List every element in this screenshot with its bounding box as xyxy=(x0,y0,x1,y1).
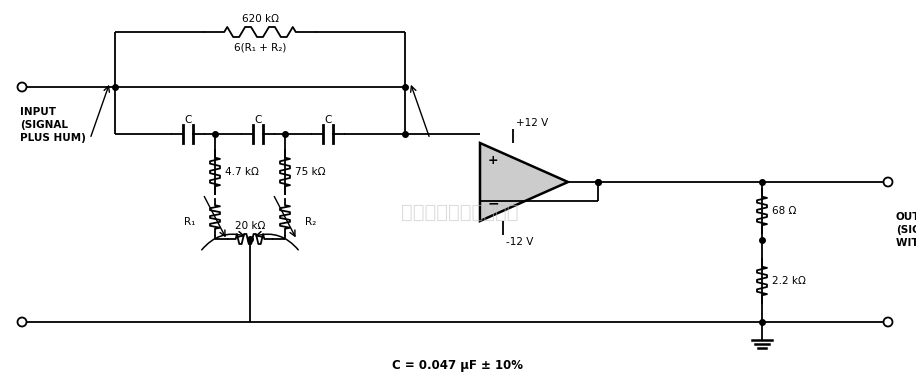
Text: C: C xyxy=(184,115,191,125)
Text: 75 kΩ: 75 kΩ xyxy=(295,167,325,177)
Text: 620 kΩ: 620 kΩ xyxy=(242,14,278,24)
Text: 20 kΩ: 20 kΩ xyxy=(234,221,266,231)
Text: OUTPUT
(SIGNAL
WITHOUT HUM): OUTPUT (SIGNAL WITHOUT HUM) xyxy=(896,212,916,248)
Text: 4.7 kΩ: 4.7 kΩ xyxy=(225,167,259,177)
Text: 68 Ω: 68 Ω xyxy=(772,206,796,216)
Text: +: + xyxy=(487,154,498,167)
Text: C: C xyxy=(255,115,262,125)
Text: −: − xyxy=(487,196,499,210)
Text: INPUT
(SIGNAL
PLUS HUM): INPUT (SIGNAL PLUS HUM) xyxy=(20,107,86,143)
Text: C = 0.047 μF ± 10%: C = 0.047 μF ± 10% xyxy=(392,359,524,372)
Text: -12 V: -12 V xyxy=(506,237,533,247)
Text: R₂: R₂ xyxy=(305,217,316,227)
Text: 6(R₁ + R₂): 6(R₁ + R₂) xyxy=(234,42,286,52)
Text: C: C xyxy=(324,115,332,125)
Text: +12 V: +12 V xyxy=(516,118,549,128)
Polygon shape xyxy=(480,143,568,221)
Text: R₁: R₁ xyxy=(183,217,195,227)
Text: 杭州将睷科技有限公司: 杭州将睷科技有限公司 xyxy=(401,202,518,222)
Text: 2.2 kΩ: 2.2 kΩ xyxy=(772,276,806,286)
